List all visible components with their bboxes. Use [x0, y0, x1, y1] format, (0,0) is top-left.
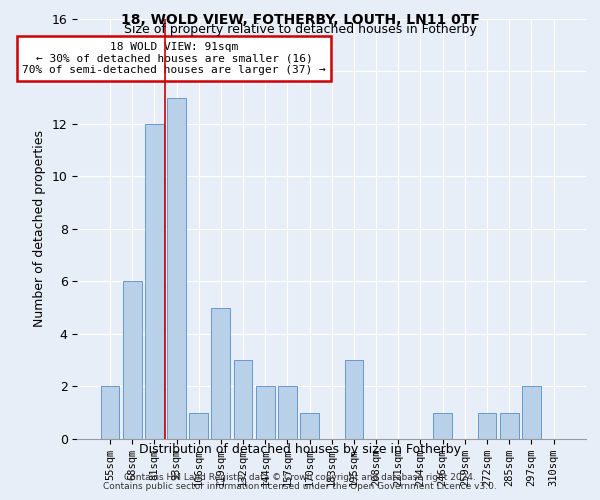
Text: 18, WOLD VIEW, FOTHERBY, LOUTH, LN11 0TF: 18, WOLD VIEW, FOTHERBY, LOUTH, LN11 0TF [121, 12, 479, 26]
Bar [189, 412, 208, 439]
Bar [101, 386, 119, 439]
Bar [344, 360, 364, 439]
Bar [433, 412, 452, 439]
Bar [211, 308, 230, 439]
Bar [123, 282, 142, 439]
Bar [300, 412, 319, 439]
Text: 18 WOLD VIEW: 91sqm
← 30% of detached houses are smaller (16)
70% of semi-detach: 18 WOLD VIEW: 91sqm ← 30% of detached ho… [22, 42, 326, 75]
Bar [233, 360, 253, 439]
Bar [256, 386, 275, 439]
Bar [278, 386, 297, 439]
Text: Contains public sector information licensed under the Open Government Licence v3: Contains public sector information licen… [103, 482, 497, 491]
Bar [145, 124, 164, 439]
Bar [500, 412, 518, 439]
Bar [167, 98, 186, 439]
Bar [478, 412, 496, 439]
Text: Distribution of detached houses by size in Fotherby: Distribution of detached houses by size … [139, 442, 461, 456]
Bar [522, 386, 541, 439]
Y-axis label: Number of detached properties: Number of detached properties [33, 130, 46, 328]
Text: Size of property relative to detached houses in Fotherby: Size of property relative to detached ho… [124, 22, 476, 36]
Text: Contains HM Land Registry data © Crown copyright and database right 2024.: Contains HM Land Registry data © Crown c… [124, 473, 476, 482]
